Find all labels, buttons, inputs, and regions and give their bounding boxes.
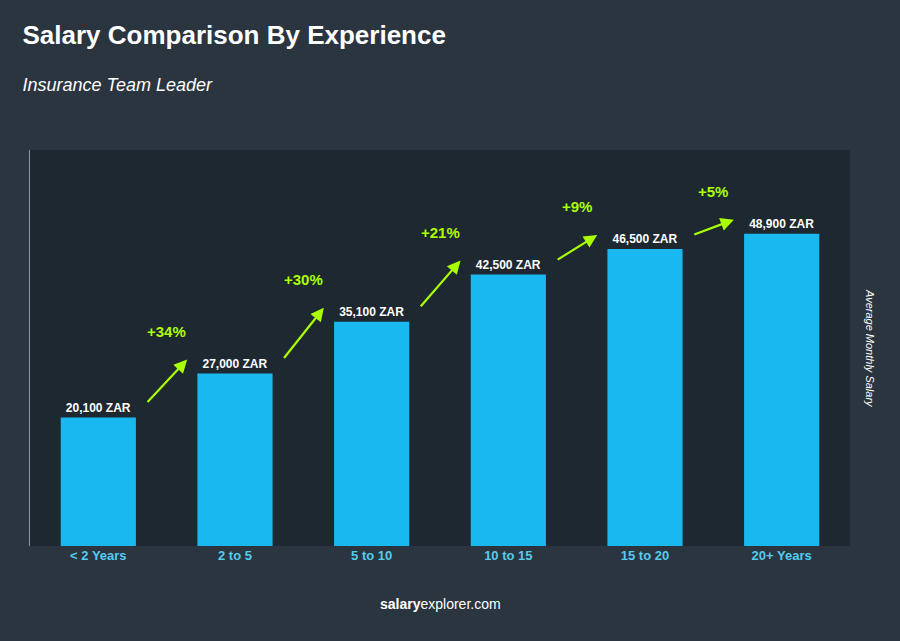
- svg-text:42,500 ZAR: 42,500 ZAR: [476, 258, 541, 272]
- svg-text:+21%: +21%: [421, 224, 460, 241]
- svg-text:Salary Comparison By Experienc: Salary Comparison By Experience: [23, 20, 446, 50]
- svg-text:Insurance Team Leader: Insurance Team Leader: [23, 75, 213, 95]
- svg-text:+34%: +34%: [147, 323, 186, 340]
- svg-text:5 to 10: 5 to 10: [351, 548, 392, 563]
- svg-text:46,500 ZAR: 46,500 ZAR: [612, 232, 677, 246]
- svg-text:2 to 5: 2 to 5: [218, 548, 252, 563]
- svg-text:10 to 15: 10 to 15: [484, 548, 532, 563]
- svg-text:salaryexplorer.com: salaryexplorer.com: [380, 596, 501, 612]
- svg-text:20,100 ZAR: 20,100 ZAR: [66, 401, 131, 415]
- svg-text:+30%: +30%: [284, 271, 323, 288]
- svg-text:< 2 Years: < 2 Years: [70, 548, 127, 563]
- svg-text:48,900 ZAR: 48,900 ZAR: [749, 217, 814, 231]
- svg-text:+5%: +5%: [698, 183, 728, 200]
- svg-text:15 to 20: 15 to 20: [621, 548, 669, 563]
- svg-text:27,000 ZAR: 27,000 ZAR: [202, 357, 267, 371]
- svg-text:20+ Years: 20+ Years: [752, 548, 812, 563]
- svg-text:Average Monthly Salary: Average Monthly Salary: [864, 289, 876, 408]
- svg-text:35,100 ZAR: 35,100 ZAR: [339, 305, 404, 319]
- svg-text:+9%: +9%: [562, 198, 592, 215]
